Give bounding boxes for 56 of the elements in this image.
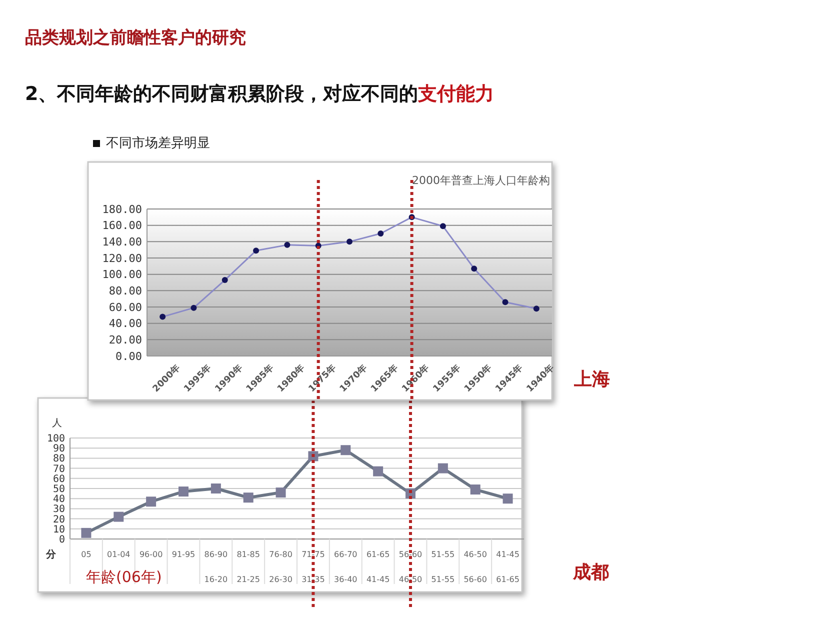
text: 年龄(06年) — [86, 568, 162, 586]
y-tick-label: 90 — [52, 444, 65, 455]
point — [438, 463, 448, 474]
point — [276, 488, 286, 498]
category-label: 56-60 46-50 — [398, 550, 422, 584]
y-tick-label: 10 — [52, 524, 65, 536]
point — [340, 445, 351, 456]
category-label: 86-90 16-20 — [204, 550, 228, 584]
y-tick-label: 0.00 — [116, 350, 142, 363]
y-tick-label: 60.00 — [108, 300, 142, 314]
category-label: 76-80 26-30 — [269, 550, 292, 584]
x-tick-label: 96-00 — [139, 550, 163, 559]
y-tick-label: 80 — [52, 454, 65, 465]
y-tick-label: 140.00 — [102, 236, 142, 249]
category-label: 51-55 51-55 — [431, 550, 455, 584]
text: 不同市场差异明显 — [106, 136, 210, 151]
point — [146, 496, 156, 507]
category-label: 46-50 56-60 — [464, 550, 487, 584]
chart-title: 2000年普查上海人口年龄构 — [412, 174, 550, 187]
y-tick-label: 20 — [52, 514, 65, 526]
category-label: 71-75 31-35 — [302, 550, 325, 584]
point — [243, 492, 254, 503]
y-tick-label: 70 — [52, 464, 65, 475]
point — [81, 528, 92, 538]
text: 成都 — [572, 562, 609, 583]
y-tick-label: 160.00 — [102, 219, 142, 232]
y-tick-label: 100.00 — [102, 268, 142, 282]
y-tick-label: 80.00 — [108, 284, 142, 298]
y-tick-label: 50 — [52, 484, 65, 495]
text: 支付能力 — [417, 83, 494, 105]
y-tick-label: 40.00 — [108, 317, 142, 330]
point — [502, 494, 513, 504]
category-label: 66-70 36-40 — [334, 550, 358, 584]
y-tick-label: 0 — [58, 534, 65, 546]
y-tick-label: 100 — [46, 434, 65, 444]
category-label: 81-85 21-25 — [236, 550, 260, 584]
x-tick-label: 91-95 — [172, 550, 196, 559]
point — [470, 484, 480, 495]
x-tick-label: 01-04 — [107, 550, 130, 559]
y-tick-label: 60 — [52, 474, 65, 485]
text: 品类规划之前瞻性客户的研究 — [25, 28, 246, 48]
y-tick-label: 120.00 — [102, 252, 142, 265]
y-tick-label: 180.00 — [102, 202, 142, 216]
point — [178, 486, 188, 497]
x-tick-label: 05 — [81, 550, 92, 559]
category-label: 41-45 61-65 — [496, 550, 520, 584]
point — [210, 484, 221, 494]
y-tick-label: 20.00 — [108, 334, 142, 347]
text: 上海 — [573, 369, 610, 390]
y-tick-label: 40 — [52, 494, 65, 506]
text: 分 — [45, 548, 57, 560]
point — [114, 512, 124, 522]
category-label: 61-65 41-45 — [366, 550, 390, 584]
y-tick-label: 30 — [52, 504, 65, 516]
point — [373, 466, 384, 476]
y-axis-title: 人 — [52, 418, 62, 429]
